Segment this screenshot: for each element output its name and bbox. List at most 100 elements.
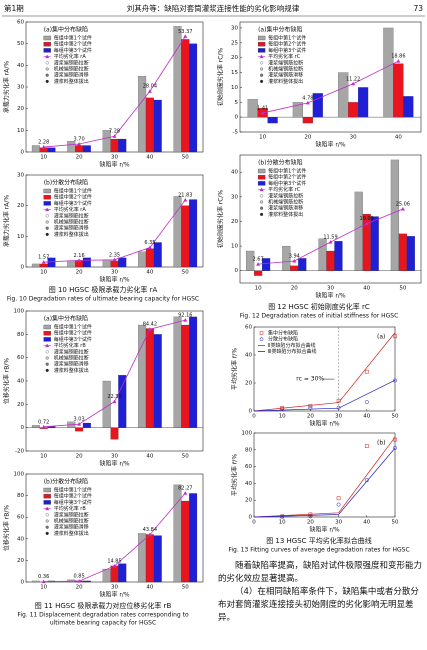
value-label: 11.59: [323, 235, 337, 241]
x-axis-label: 缺陷率 r/%: [315, 292, 345, 300]
y-axis-label: 承载力劣化率 rA/%: [3, 61, 11, 114]
legend-label: 灌浆端钢筋拉断: [268, 59, 303, 66]
value-label: 82.27: [178, 486, 192, 492]
y-tick-label: 10: [231, 244, 238, 250]
legend-label: 灌浆料整体拔出: [54, 231, 89, 238]
legend-swatch: [43, 331, 51, 336]
x-tick-label: 40: [146, 270, 153, 276]
y-axis-label: 位移劣化率 rB/%: [3, 358, 11, 405]
x-tick-label: 10: [40, 155, 47, 161]
legend-swatch: [43, 48, 51, 53]
legend-marker: [45, 73, 49, 77]
x-tick-label: 20: [76, 454, 83, 460]
bar: [173, 26, 182, 153]
legend-label: 每组中第3个试件: [54, 499, 92, 506]
bar: [118, 375, 127, 428]
legend-marker: [45, 220, 49, 224]
legend-label: 每组中第3个试件: [54, 336, 92, 343]
y-tick-label: 0: [21, 265, 25, 271]
y-tick-label: 10: [17, 234, 24, 240]
bar: [31, 580, 40, 583]
legend-label: 灌浆端钢筋滑移: [54, 361, 89, 368]
panel-label: (a): [377, 334, 385, 341]
legend-marker: [260, 79, 264, 83]
y-tick-label: 10: [17, 128, 24, 134]
y-tick-label: 60: [17, 355, 24, 361]
bar: [390, 159, 400, 271]
legend-swatch: [257, 181, 266, 186]
x-tick-label: 50: [182, 454, 189, 460]
bar: [145, 534, 154, 583]
legend-swatch: [43, 337, 51, 342]
bar: [47, 257, 56, 268]
y-tick-label: 20: [231, 219, 238, 225]
legend-marker: [45, 531, 49, 535]
average-marker: [183, 198, 188, 202]
bar: [348, 102, 359, 118]
figure-caption: 图 12 HGSC 初始刚度劣化率 rC: [268, 302, 370, 311]
data-point: [364, 478, 369, 483]
legend-marker: [45, 356, 49, 360]
x-tick-label: 30: [335, 414, 342, 420]
value-label: 2.16: [74, 253, 85, 259]
bar: [246, 250, 255, 271]
legend-swatch: [43, 324, 51, 330]
legend-swatch: [257, 48, 266, 53]
value-label: 7.28: [109, 129, 120, 135]
bar: [31, 145, 40, 153]
annotation: rc = 30%: [296, 376, 324, 383]
legend-label: 灌浆端钢筋滑移: [268, 72, 303, 79]
legend-label: 每组中第3个试件: [268, 47, 306, 54]
x-axis-label: 缺陷率 r/%: [99, 460, 129, 468]
y-axis-label: 初始刚度劣化率 rC/%: [217, 190, 225, 249]
plot-frame: [239, 154, 422, 284]
paragraph: 随着缺陷率提高，缺陷对试件极限强度和变形能力的劣化效应显著提高。: [218, 561, 423, 584]
legend-marker: [45, 525, 49, 529]
legend-marker: [45, 67, 49, 71]
bar: [189, 316, 198, 428]
figure-caption: 图 13 HGSC 平均劣化率拟合曲线: [266, 536, 372, 545]
average-marker: [400, 207, 405, 211]
legend-marker: [260, 212, 264, 216]
bar: [334, 241, 343, 271]
body-text: 随着缺陷率提高，缺陷对试件极限强度和变形能力的劣化效应显著提高。 （4）在相同缺…: [218, 560, 424, 625]
bar: [138, 251, 147, 268]
y-tick-label: 60: [245, 325, 252, 331]
figure-caption-en: Fig. 13 Fitting curves of average degrad…: [228, 547, 409, 554]
bar: [82, 580, 91, 583]
bar: [110, 427, 119, 440]
x-tick-label: 50: [399, 286, 406, 292]
y-tick-label: 100: [242, 431, 253, 437]
y-tick-label: 20: [17, 203, 24, 209]
bar: [118, 257, 127, 268]
paragraph: （4）在相同缺陷率条件下，缺陷集中或者分散分布对套筒灌浆连接接头初始刚度的劣化影…: [218, 587, 419, 623]
header-left: 第1期: [4, 3, 24, 13]
y-tick-label: 80: [17, 332, 24, 338]
y-tick-label: 25: [231, 40, 238, 46]
y-tick-label: 30: [17, 173, 24, 179]
value-label: 3.03: [74, 417, 85, 423]
legend-label: 每组中第1个试件: [268, 168, 306, 175]
x-tick-label: 20: [76, 585, 83, 591]
x-tick-label: 50: [392, 414, 399, 420]
legend-label: 平均劣化率 rB: [54, 505, 87, 512]
y-tick-label: 20: [17, 402, 24, 408]
bar: [145, 328, 154, 428]
legend-marker: [45, 232, 49, 236]
bar: [31, 263, 40, 268]
figure-caption-en: Fig. 10 Degradation rates of ultimate be…: [7, 296, 199, 303]
value-label: 53.37: [178, 29, 192, 35]
bar: [145, 97, 154, 153]
panel-title: (a)集中分布缺陷: [44, 315, 88, 323]
legend-label: 平均劣化率 rA: [54, 53, 87, 60]
x-tick-label: 20: [76, 270, 83, 276]
y-tick-label: 40: [231, 170, 238, 176]
x-axis-label: 缺陷率 r/%: [309, 420, 339, 428]
legend-label: 每组中第2个试件: [54, 330, 92, 337]
y-tick-label: 60: [245, 464, 252, 470]
figure-caption-en: Fig. 12 Degradation rates of initial sti…: [240, 313, 399, 320]
legend-swatch: [43, 487, 51, 493]
value-label: 28.04: [143, 84, 157, 90]
bar: [153, 334, 162, 428]
